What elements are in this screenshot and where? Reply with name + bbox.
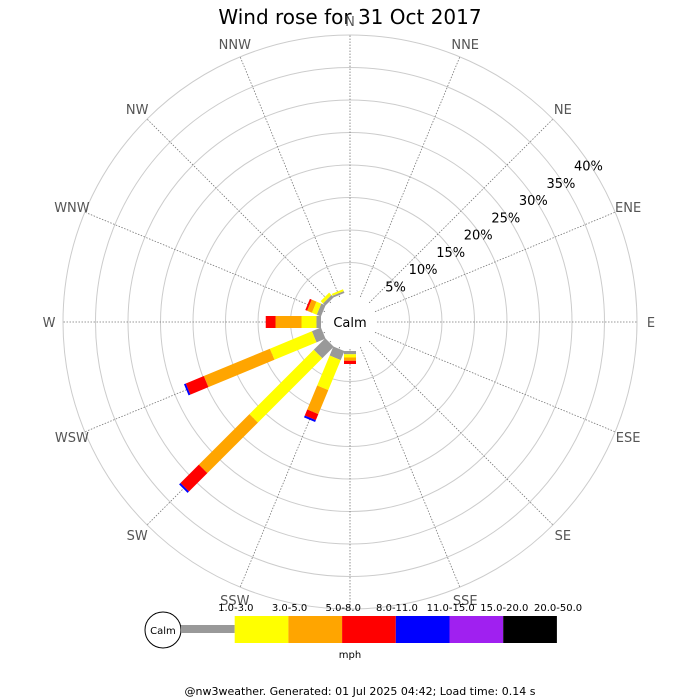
percent-label-25: 25% xyxy=(491,211,520,226)
bar-segment-wnw-1.0-3.0 xyxy=(316,303,326,317)
legend-swatch-3.0-5.0 xyxy=(234,616,289,643)
bar-segment-wnw-5.0-8.0 xyxy=(307,299,317,313)
percent-label-40: 40% xyxy=(574,160,603,175)
direction-label-se: SE xyxy=(555,529,571,544)
direction-label-nne: NNE xyxy=(451,38,479,53)
legend-label-11.0-15.0: 11.0-15.0 xyxy=(427,603,475,614)
ring-40 xyxy=(62,34,638,610)
bar-segment-wsw-1.0-3.0 xyxy=(311,327,326,343)
bar-segment-nw-3.0-5.0 xyxy=(320,292,332,304)
percent-label-30: 30% xyxy=(519,194,548,209)
legend-label-5.0-8.0: 5.0-8.0 xyxy=(326,603,361,614)
wind-bars xyxy=(179,289,356,493)
legend-label-20.0-50.0: 20.0-50.0 xyxy=(534,603,582,614)
bar-segment-wsw-11.0-15.0 xyxy=(183,383,191,396)
direction-label-ene: ENE xyxy=(615,201,641,216)
bar-segment-w-5.0-8.0 xyxy=(275,316,302,328)
direction-label-n: N xyxy=(345,15,355,30)
direction-label-ese: ESE xyxy=(616,431,641,446)
spoke-NE xyxy=(368,118,554,304)
spoke-ENE xyxy=(374,211,616,313)
ring-35 xyxy=(95,67,605,577)
bar-segment-w-8.0-11.0 xyxy=(265,316,276,328)
bar-segment-wnw-8.0-11.0 xyxy=(305,298,312,311)
ring-10 xyxy=(257,229,443,415)
spoke-NNE xyxy=(359,56,461,298)
bar-segment-sw-3.0-5.0 xyxy=(249,349,323,423)
bar-segment-sw-8.0-11.0 xyxy=(180,464,208,492)
direction-label-sse: SSE xyxy=(453,594,478,609)
bar-segment-nw-1.0-3.0 xyxy=(322,294,334,306)
footer-text: @nw3weather. Generated: 01 Jul 2025 04:4… xyxy=(185,685,536,698)
spoke-SSE xyxy=(359,346,461,588)
bar-segment-w-3.0-5.0 xyxy=(301,316,317,328)
legend-calm-label: Calm xyxy=(150,626,176,637)
bar-segment-ssw-11.0-15.0 xyxy=(304,415,316,422)
bar-segment-wsw-3.0-5.0 xyxy=(269,331,317,360)
bar-segment-sw-11.0-15.0 xyxy=(179,483,189,493)
legend-label-3.0-5.0: 3.0-5.0 xyxy=(272,603,307,614)
calm-circle xyxy=(323,295,377,349)
bar-segment-s-3.0-5.0 xyxy=(344,354,356,358)
bar-segment-s-8.0-11.0 xyxy=(344,360,356,364)
bar-segment-w-1.0-3.0 xyxy=(316,316,321,328)
bar-segment-s-1.0-3.0 xyxy=(344,351,356,355)
legend-units: mph xyxy=(339,650,361,661)
legend-swatch-20.0-50.0 xyxy=(503,616,557,643)
chart-title: Wind rose for 31 Oct 2017 xyxy=(218,5,481,29)
bar-segment-wsw-8.0-11.0 xyxy=(185,376,209,395)
direction-labels: NNNENEENEEESESESSESSSWSWWSWWWNWNWNNW xyxy=(43,15,656,632)
spoke-NNW xyxy=(239,56,341,298)
direction-label-w: W xyxy=(43,316,56,331)
legend-swatch-15.0-20.0 xyxy=(449,616,504,643)
direction-label-sw: SW xyxy=(127,529,148,544)
percent-label-5: 5% xyxy=(385,280,406,295)
percent-labels: 5%10% 15% 20% 25% 30% 35% 40% xyxy=(385,160,603,296)
percent-label-10: 10% xyxy=(409,263,438,278)
calm-label: Calm xyxy=(333,316,366,331)
direction-label-ne: NE xyxy=(554,103,572,118)
legend-label-15.0-20.0: 15.0-20.0 xyxy=(480,603,528,614)
bar-segment-wsw-5.0-8.0 xyxy=(203,348,275,388)
bar-segment-nnw-3.0-5.0 xyxy=(331,289,344,296)
direction-label-wnw: WNW xyxy=(54,201,90,216)
percent-label-20: 20% xyxy=(464,229,493,244)
bar-segment-sw-5.0-8.0 xyxy=(198,414,258,474)
spoke-NW xyxy=(146,118,332,304)
bar-segment-ssw-3.0-5.0 xyxy=(317,355,341,391)
bar-segment-ssw-1.0-3.0 xyxy=(329,346,345,361)
bar-segment-sw-1.0-3.0 xyxy=(313,338,334,359)
bar-segment-s-5.0-8.0 xyxy=(344,357,356,361)
percent-label-35: 35% xyxy=(546,177,575,192)
direction-label-nnw: NNW xyxy=(219,38,251,53)
direction-label-ssw: SSW xyxy=(220,594,250,609)
direction-label-e: E xyxy=(647,316,655,331)
bar-segment-nnw-1.0-3.0 xyxy=(332,291,345,298)
legend-swatch-11.0-15.0 xyxy=(395,616,450,643)
legend-swatch-5.0-8.0 xyxy=(288,616,343,643)
legend: Calm 1.0-3.0 3.0-5.0 5.0-8.0 8.0-11.0 11.0-15… xyxy=(144,603,582,661)
spoke-ESE xyxy=(374,331,616,433)
bar-segment-ssw-8.0-11.0 xyxy=(304,409,319,421)
direction-label-nw: NW xyxy=(126,103,149,118)
direction-label-wsw: WSW xyxy=(55,431,89,446)
legend-swatch-8.0-11.0 xyxy=(342,616,396,643)
legend-swatch-1.0-3.0 xyxy=(181,625,235,633)
bar-segment-ssw-5.0-8.0 xyxy=(307,385,329,415)
legend-label-8.0-11.0: 8.0-11.0 xyxy=(376,603,418,614)
spoke-SE xyxy=(368,340,554,526)
bar-segment-wnw-3.0-5.0 xyxy=(311,301,322,315)
spoke-WNW xyxy=(84,211,326,313)
legend-label-1.0-3.0: 1.0-3.0 xyxy=(218,603,253,614)
percent-label-15: 15% xyxy=(436,246,465,261)
